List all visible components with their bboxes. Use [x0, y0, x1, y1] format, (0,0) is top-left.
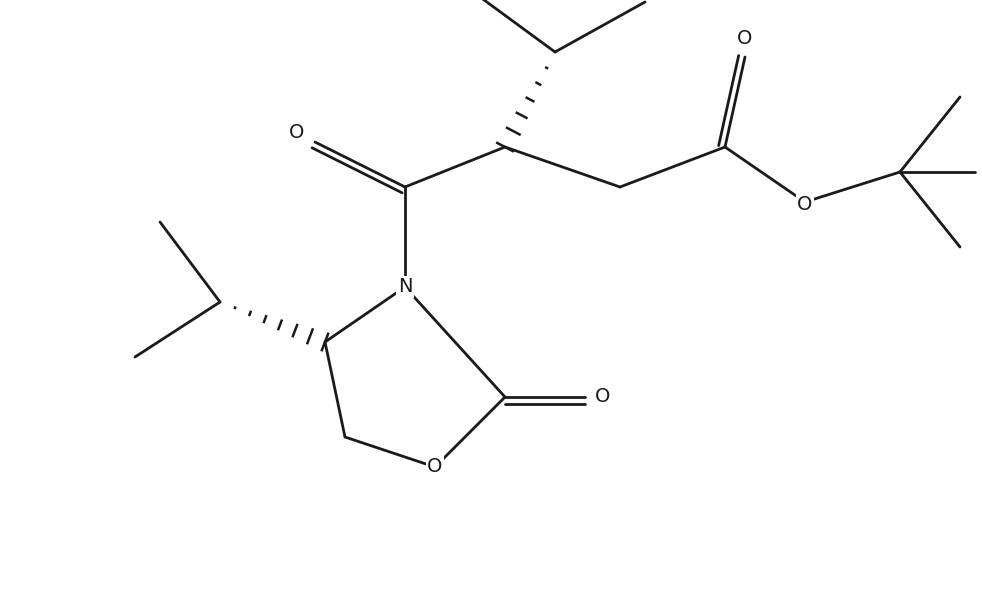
Text: O: O — [595, 388, 611, 406]
Text: O: O — [427, 458, 443, 477]
Text: O: O — [290, 122, 304, 141]
Text: N: N — [398, 278, 412, 297]
Text: O: O — [797, 194, 813, 214]
Text: O: O — [737, 29, 752, 49]
